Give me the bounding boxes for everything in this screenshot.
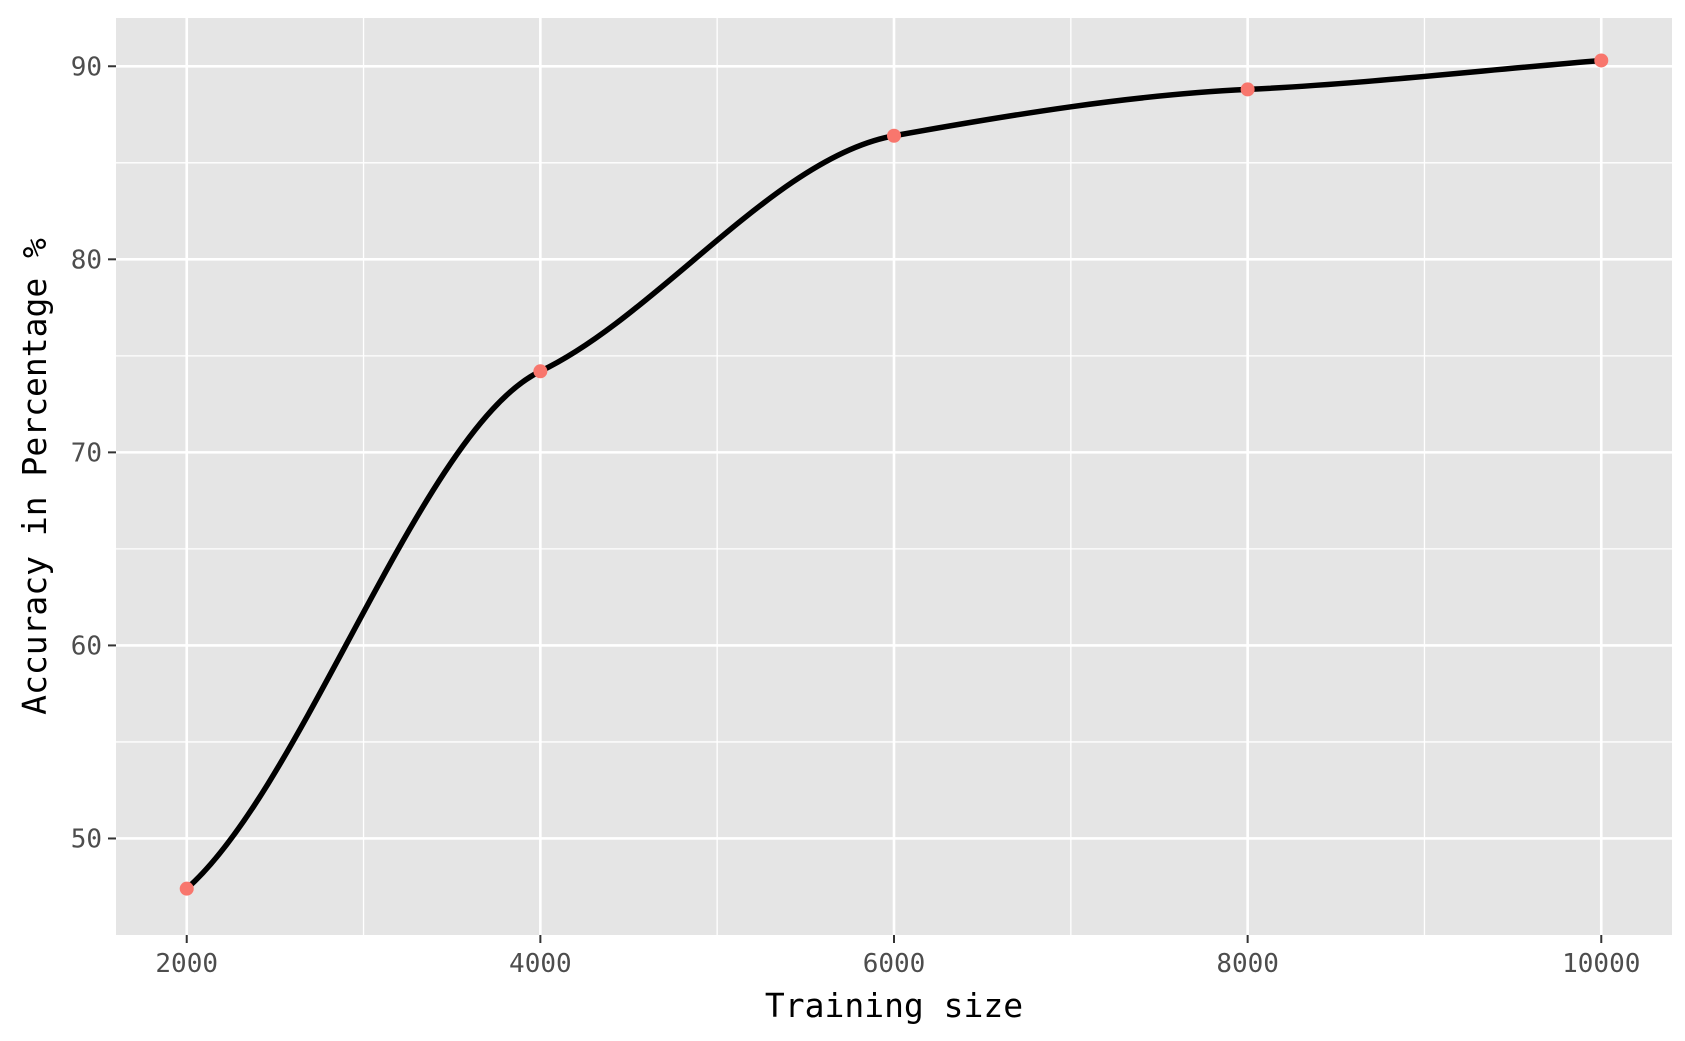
x-tick-label: 8000 (1216, 949, 1279, 979)
data-point-10000 (1594, 53, 1609, 68)
x-tick-label: 2000 (155, 949, 218, 979)
y-tick-label: 50 (71, 824, 102, 854)
y-axis-ticks: 50 60 70 80 90 (71, 52, 116, 854)
y-tick-label: 80 (71, 245, 102, 275)
data-points (179, 53, 1609, 896)
x-tick-label: 4000 (509, 949, 572, 979)
x-tick-label: 10000 (1562, 949, 1640, 979)
y-tick-label: 60 (71, 631, 102, 661)
x-axis-title: Training size (765, 986, 1023, 1025)
accuracy-smooth-line (184, 57, 1602, 891)
major-gridlines (116, 18, 1672, 935)
y-tick-label: 70 (71, 438, 102, 468)
data-point-2000 (179, 881, 194, 896)
data-point-4000 (533, 364, 548, 379)
y-axis-title: Accuracy in Percentage % (15, 238, 54, 715)
x-tick-label: 6000 (863, 949, 926, 979)
x-axis-ticks: 2000 4000 6000 8000 10000 (155, 935, 1640, 979)
data-point-8000 (1240, 82, 1255, 97)
data-point-6000 (887, 128, 901, 143)
y-tick-label: 90 (71, 52, 102, 82)
